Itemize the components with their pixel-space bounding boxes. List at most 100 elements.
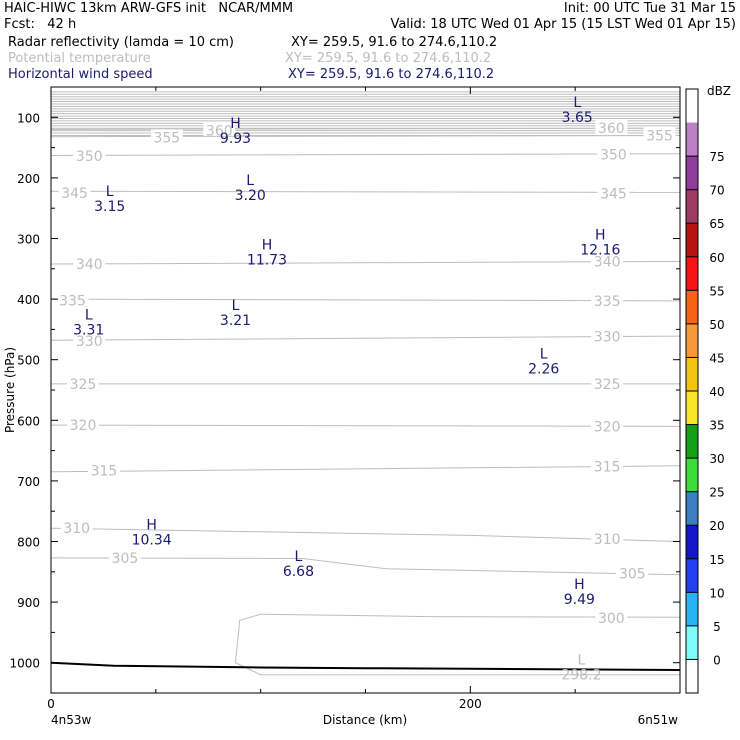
theta-contour-label: 310 [594,532,621,548]
extremum-value: 3.21 [220,313,251,329]
theta-contour-label: 335 [59,293,86,309]
y-tick-label: 1000 [9,657,40,671]
colorbar-swatch [686,491,698,526]
theta-contour-label: 310 [63,521,90,537]
y-tick-label: 800 [17,536,40,550]
y-tick-label: 400 [17,293,40,307]
theta-label-bg [73,255,106,271]
theta-contour-label: 350 [76,149,103,165]
colorbar-swatch [686,424,698,459]
theta-label-bg [616,565,649,581]
theta-contour-345 [50,190,681,193]
theta-contour-label: 335 [594,294,621,310]
colorbar-swatch [686,625,698,660]
extremum-value: 298.2 [561,668,601,684]
theta-contour-label: 300 [598,611,625,627]
theta-label-bg [597,146,630,162]
x-axis-title: Distance (km) [323,713,407,727]
theta-contour-label: 355 [153,130,180,146]
colorbar-title: dBZ [707,84,731,98]
field-xy-reflectivity: XY= 259.5, 91.6 to 274.6,110.2 [291,35,498,50]
colorbar-swatch [686,391,698,425]
theta-contour-label: 315 [594,459,621,475]
extremum-value: 2.26 [528,361,559,377]
theta-label-bg [597,185,630,201]
extremum-value: 10.34 [132,532,172,548]
colorbar-swatch [686,89,698,123]
colorbar-label: 50 [709,318,724,332]
colorbar-label: 10 [709,586,724,600]
theta-label-bg [595,120,628,136]
colorbar-swatch [686,223,698,257]
colorbar-swatch [686,290,698,324]
theta-contour-320 [50,424,681,427]
field-name-reflectivity: Radar reflectivity (lamda = 10 cm) [8,35,234,50]
theta-contour-300 [235,613,681,676]
colorbar-swatch [686,189,698,224]
x-tick-label: 200 [459,697,482,711]
colorbar-swatch [686,156,698,190]
y-tick-label: 900 [17,596,40,610]
theta-label-bg [60,520,93,536]
colorbar-label: 75 [709,150,724,164]
colorbar-swatch [686,256,698,291]
theta-contour-label: 360 [206,124,233,140]
extremum-L: L [295,549,303,565]
theta-contour-label: 340 [594,255,621,271]
colorbar-swatch [686,659,698,693]
theta-contour-label: 315 [91,464,118,480]
y-axis-title: Pressure (hPa) [3,347,17,433]
theta-label-bg [595,609,628,625]
extremum-H: H [574,577,585,593]
colorbar-label: 70 [709,184,724,198]
colorbar-label: 40 [709,385,724,399]
theta-label-bg [87,462,120,478]
theta-contour-335 [50,298,681,302]
theta-contour-label: 345 [600,187,627,203]
y-tick-label: 500 [17,354,40,368]
colorbar-label: 35 [709,419,724,433]
theta-label-bg [150,129,183,145]
colorbar-label: 65 [709,217,724,231]
init-time: Init: 00 UTC Tue 31 Mar 15 [563,1,736,16]
extremum-L: L [573,95,581,111]
theta-contour-label: 330 [76,334,103,350]
theta-contour-label: 330 [594,330,621,346]
y-tick-label: 200 [17,172,40,186]
extremum-value: 3.20 [235,188,266,204]
x-end-label: 6n51w [638,713,679,727]
theta-label-bg [67,417,99,433]
colorbar-label: 45 [709,351,724,365]
theta-contour-label: 320 [594,419,621,435]
terrain-line [50,661,681,671]
field-xy-theta: XY= 259.5, 91.6 to 274.6,110.2 [285,51,492,66]
extremum-H: H [230,116,241,132]
theta-label-bg [73,148,106,164]
theta-label-bg [56,292,89,308]
extremum-H: H [146,517,157,533]
colorbar-label: 0 [713,653,721,667]
theta-contour-label: 325 [594,377,621,393]
extremum-L: L [85,308,93,324]
theta-contour-label: 340 [76,257,103,273]
extremum-value: 3.31 [73,323,104,339]
colorbar-swatch [686,558,698,593]
theta-contour-340 [50,261,681,265]
extremum-L: L [578,653,586,669]
theta-contour-label: 325 [70,377,97,393]
x-tick-label: 0 [47,697,55,711]
extremum-H: H [262,237,273,253]
extremum-L: L [232,298,240,314]
field-name-theta: Potential temperature [8,51,151,66]
colorbar-label: 20 [709,519,724,533]
theta-contour-350 [50,153,681,156]
y-tick-label: 700 [17,475,40,489]
theta-label-bg [108,549,141,565]
theta-label-bg [67,375,99,391]
theta-label-bg [73,332,106,348]
theta-label-bg [643,127,676,143]
extremum-value: 3.15 [94,199,125,215]
theta-contour-label: 320 [70,418,97,434]
colorbar-swatch [686,458,698,492]
